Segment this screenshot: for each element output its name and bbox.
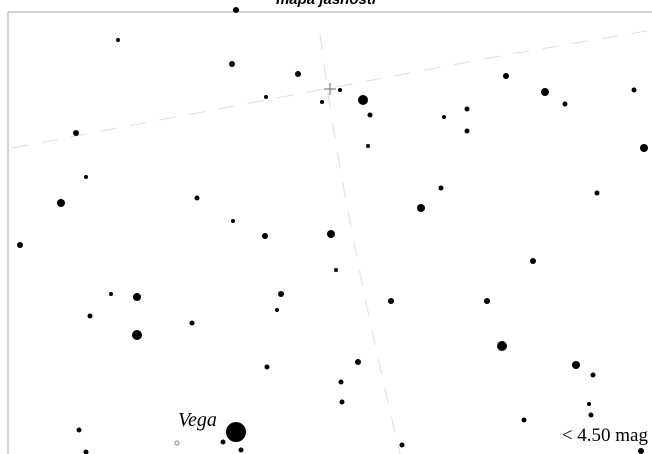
star: [76, 427, 82, 433]
star: [541, 88, 549, 96]
star: [278, 291, 284, 297]
star: [275, 308, 279, 312]
stars: [17, 7, 648, 454]
star: [262, 233, 268, 239]
star-label: Vega: [178, 409, 217, 431]
star: [358, 95, 368, 105]
star: [338, 88, 342, 92]
star: [355, 359, 361, 365]
star: [226, 422, 246, 442]
coordinate-line: [11, 29, 652, 149]
star: [388, 298, 394, 304]
star: [73, 130, 79, 136]
star: [640, 144, 648, 152]
star: [530, 258, 536, 264]
star: [83, 449, 89, 454]
star: [631, 87, 637, 93]
star: [442, 115, 446, 119]
star: [417, 204, 425, 212]
star: [590, 372, 596, 378]
star: [594, 190, 600, 196]
coordinate-line: [319, 33, 401, 454]
star: [109, 292, 113, 296]
star: [87, 313, 93, 319]
star: [338, 379, 344, 385]
star: [133, 293, 141, 301]
star: [366, 144, 370, 148]
star: [231, 219, 235, 223]
star: [229, 61, 235, 67]
star: [233, 7, 239, 13]
star: [238, 447, 244, 453]
map-title: mapa jasnosti: [276, 0, 377, 8]
star-hollow: [174, 440, 180, 446]
star: [521, 417, 527, 423]
star: [194, 195, 200, 201]
center-mark: [324, 83, 336, 95]
star: [438, 185, 444, 191]
magnitude-limit: < 4.50 mag: [562, 425, 649, 446]
star: [189, 320, 195, 326]
star: [116, 38, 120, 42]
star: [562, 101, 568, 107]
star: [638, 448, 644, 454]
star: [572, 361, 580, 369]
star: [484, 298, 490, 304]
star: [84, 175, 88, 179]
star: [503, 73, 509, 79]
star: [327, 230, 335, 238]
star: [497, 341, 507, 351]
star: [588, 412, 594, 418]
star: [334, 268, 338, 272]
star: [339, 399, 345, 405]
star: [57, 199, 65, 207]
star: [264, 95, 268, 99]
star: [399, 442, 405, 448]
star: [17, 242, 23, 248]
star: [320, 100, 324, 104]
star: [295, 71, 301, 77]
star: [220, 439, 226, 445]
star: [587, 402, 591, 406]
star: [464, 106, 470, 112]
star: [367, 112, 373, 118]
star: [264, 364, 270, 370]
star: [132, 330, 142, 340]
star: [464, 128, 470, 134]
